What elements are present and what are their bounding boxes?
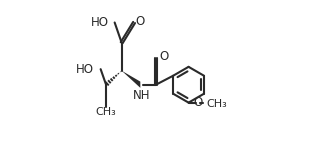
Text: HO: HO (90, 16, 109, 29)
Text: CH₃: CH₃ (96, 107, 117, 117)
Text: HO: HO (76, 63, 94, 76)
Text: O: O (135, 15, 145, 28)
Text: O: O (159, 50, 169, 63)
Polygon shape (122, 71, 140, 88)
Text: CH₃: CH₃ (206, 99, 227, 109)
Text: O: O (194, 96, 203, 109)
Text: NH: NH (133, 89, 151, 102)
